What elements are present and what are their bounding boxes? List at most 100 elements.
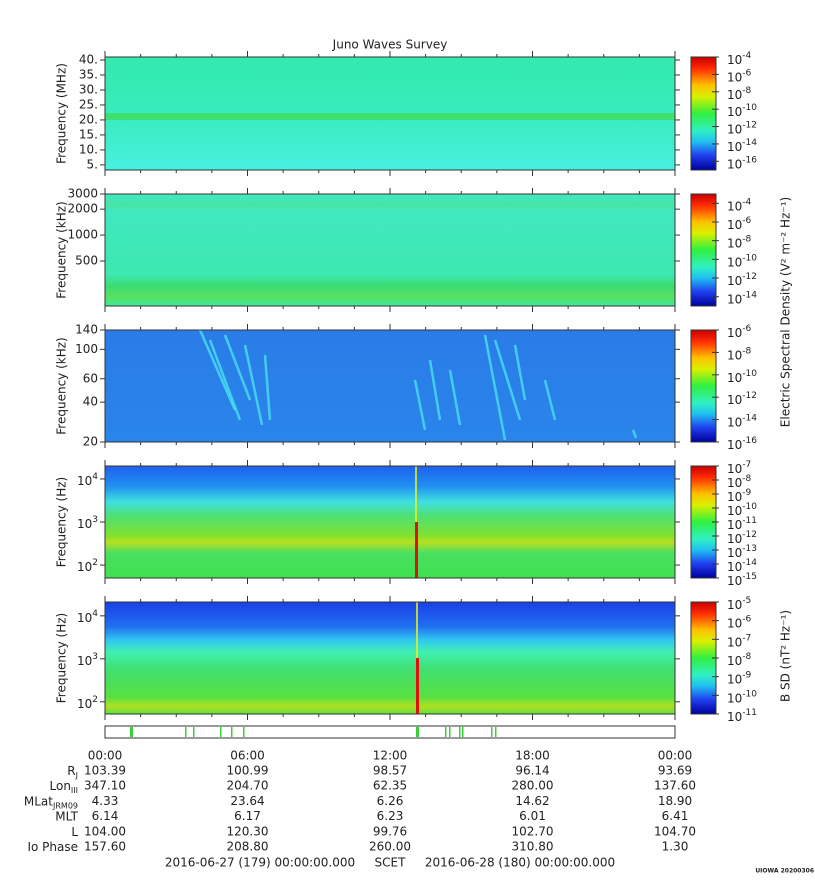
ephemeris-value: 204.70 — [227, 779, 269, 793]
tick-exp: -14 — [742, 558, 757, 568]
tick-exp: 4 — [92, 471, 98, 481]
tick-label: 10-12 — [727, 120, 757, 136]
tick-label: 10-8 — [727, 85, 752, 101]
tick-label: 10-14 — [727, 137, 757, 153]
tick-exp: -11 — [742, 516, 757, 526]
tick-label: 10-6 — [727, 614, 752, 630]
tick-label: 103 — [77, 651, 98, 667]
colorbar — [690, 56, 717, 171]
ephemeris-value: 137.60 — [654, 779, 696, 793]
ephemeris-value: 157.60 — [84, 840, 126, 854]
tick-label: 100 — [75, 342, 98, 356]
tick-label: 10-4 — [727, 197, 752, 213]
time-label: 00:00 — [658, 749, 693, 763]
tick-exp: -4 — [742, 197, 751, 207]
chart-title: Juno Waves Survey — [332, 38, 448, 52]
row-label-sub: J — [75, 771, 78, 780]
tick-exp: -11 — [742, 708, 757, 718]
tick-exp: -6 — [742, 614, 751, 624]
ephemeris-value: 99.76 — [373, 824, 407, 838]
tick-base: 10 — [727, 598, 742, 612]
ephemeris-value: 260.00 — [369, 840, 411, 854]
tick-label: 10-8 — [727, 346, 752, 362]
tick-exp: -10 — [742, 103, 757, 113]
tick-base: 10 — [727, 218, 742, 232]
ephemeris-value: 96.14 — [515, 764, 549, 778]
event-strip — [104, 725, 676, 739]
tick-label: 3000 — [67, 187, 98, 201]
tick-label: 10-11 — [727, 516, 757, 532]
tick-exp: -10 — [742, 253, 757, 263]
ephemeris-value: 6.14 — [92, 809, 119, 823]
tick-label: 10-15 — [727, 572, 757, 588]
tick-exp: -15 — [742, 572, 757, 582]
tick-base: 10 — [727, 518, 742, 532]
ephemeris-value: 18.90 — [658, 794, 692, 808]
tick-exp: -12 — [742, 391, 757, 401]
ephemeris-value: 120.30 — [227, 824, 269, 838]
tick-exp: -8 — [742, 346, 751, 356]
spectrogram — [105, 330, 675, 442]
tick-exp: -13 — [742, 544, 757, 554]
tick-base: 10 — [727, 53, 742, 67]
row-label: L — [71, 824, 78, 838]
colorbar-label: B SD (nT² Hz⁻¹) — [779, 610, 793, 702]
tick-base: 10 — [727, 462, 742, 476]
y-axis-label: Frequency (MHz) — [55, 63, 69, 164]
tick-base: 10 — [727, 199, 742, 213]
y-axis-label: Frequency (kHz) — [55, 201, 69, 298]
tick-base: 10 — [727, 691, 742, 705]
colorbar — [690, 465, 717, 579]
tick-base: 10 — [727, 70, 742, 84]
row-label-text: MLat — [24, 794, 53, 808]
tick-label: 10-11 — [727, 708, 757, 724]
tick-exp: 2 — [92, 558, 98, 568]
tick-label: 60 — [83, 371, 98, 385]
tick-base: 10 — [77, 473, 92, 487]
tick-label: 10-10 — [727, 368, 757, 384]
tick-exp: 2 — [92, 694, 98, 704]
tick-label: 10-8 — [727, 652, 752, 668]
time-label: 00:00 — [88, 749, 123, 763]
tick-label: 10-5 — [727, 596, 751, 612]
tick-exp: -14 — [742, 137, 757, 147]
colorbar — [690, 193, 717, 307]
ephemeris-value: 4.33 — [92, 794, 119, 808]
tick-label: 5. — [87, 157, 98, 171]
spectrogram-feature — [631, 429, 638, 439]
tick-base: 10 — [77, 610, 92, 624]
tick-label: 1000 — [67, 228, 98, 242]
spectrogram — [105, 602, 675, 714]
tick-exp: -8 — [742, 474, 751, 484]
ephemeris-value: 1.30 — [662, 840, 689, 854]
spectrogram-feature — [513, 344, 527, 401]
tick-label: 10-6 — [727, 68, 752, 84]
tick-base: 10 — [727, 415, 742, 429]
tick-label: 10-12 — [727, 530, 757, 546]
row-label-text: L — [71, 824, 78, 838]
y-axis-label: Frequency (kHz) — [55, 337, 69, 434]
ephemeris-value: 6.41 — [662, 809, 689, 823]
tick-base: 10 — [727, 370, 742, 384]
row-label: MLT — [55, 809, 78, 823]
tick-base: 10 — [727, 490, 742, 504]
spectrogram-feature — [223, 334, 252, 401]
tick-base: 10 — [727, 157, 742, 171]
tick-label: 10-10 — [727, 502, 757, 518]
row-label: Io Phase — [27, 840, 78, 854]
spectrogram-feature — [483, 334, 507, 441]
tick-base: 10 — [727, 546, 742, 560]
spectrogram — [105, 466, 675, 578]
tick-exp: -8 — [742, 234, 751, 244]
tick-label: 104 — [77, 608, 98, 624]
colorbar — [690, 329, 717, 443]
tick-label: 20 — [83, 435, 98, 449]
spectrogram-feature — [448, 369, 462, 426]
row-label-text: Io Phase — [27, 840, 78, 854]
row-label-sub: JRM09 — [52, 801, 78, 810]
tick-label: 10-4 — [727, 51, 752, 67]
tick-exp: -8 — [742, 652, 751, 662]
tick-exp: -10 — [742, 689, 757, 699]
colorbar — [690, 601, 717, 715]
